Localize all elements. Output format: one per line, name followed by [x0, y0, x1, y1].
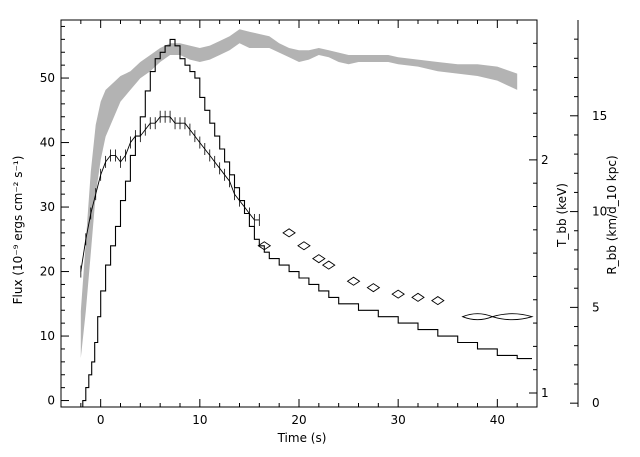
radius-diamond — [490, 313, 534, 321]
x-tick-label: 20 — [291, 413, 306, 427]
radius-tick-label: 0 — [592, 396, 600, 410]
radius-diamond — [346, 276, 361, 286]
y-axis-title-radius: R_bb (km/d_10 kpc) — [605, 155, 619, 274]
x-tick-label: 10 — [192, 413, 207, 427]
x-tick-label: 40 — [490, 413, 505, 427]
radius-tick-label: 10 — [592, 205, 607, 219]
y-tick-label: 50 — [40, 71, 55, 85]
radius-diamond — [321, 260, 336, 270]
flux-histogram — [61, 38, 532, 408]
y-tick-label: 30 — [40, 200, 55, 214]
radius-diamond — [312, 254, 326, 264]
radius-diamond — [282, 228, 296, 238]
y-tick-label: 20 — [40, 265, 55, 279]
y-tick-label: 0 — [47, 394, 55, 408]
radius-diamond — [391, 289, 405, 299]
radius-diamond — [411, 292, 425, 302]
y-axis-title-temperature: T_bb (keV) — [555, 183, 569, 248]
radius-diamond — [431, 296, 445, 306]
y-tick-label: 10 — [40, 329, 55, 343]
plot-marks — [61, 29, 534, 408]
radius-tick-label: 15 — [592, 109, 607, 123]
radius-tick-label: 5 — [592, 300, 600, 314]
radius-diamond — [297, 241, 311, 251]
x-axis-title: Time (s) — [277, 431, 327, 445]
x-tick-label: 30 — [391, 413, 406, 427]
temperature-tick-label: 2 — [541, 153, 549, 167]
y-tick-label: 40 — [40, 136, 55, 150]
radius-diamond — [366, 283, 381, 293]
y-axis-title-flux: Flux (10⁻⁹ ergs cm⁻² s⁻¹) — [11, 156, 25, 305]
x-tick-label: 0 — [97, 413, 105, 427]
temperature-tick-label: 1 — [541, 386, 549, 400]
flux-errorbar-line — [80, 116, 260, 272]
radius-diamond — [461, 313, 494, 321]
temperature-band — [80, 29, 518, 359]
radius-diamond — [257, 241, 272, 251]
